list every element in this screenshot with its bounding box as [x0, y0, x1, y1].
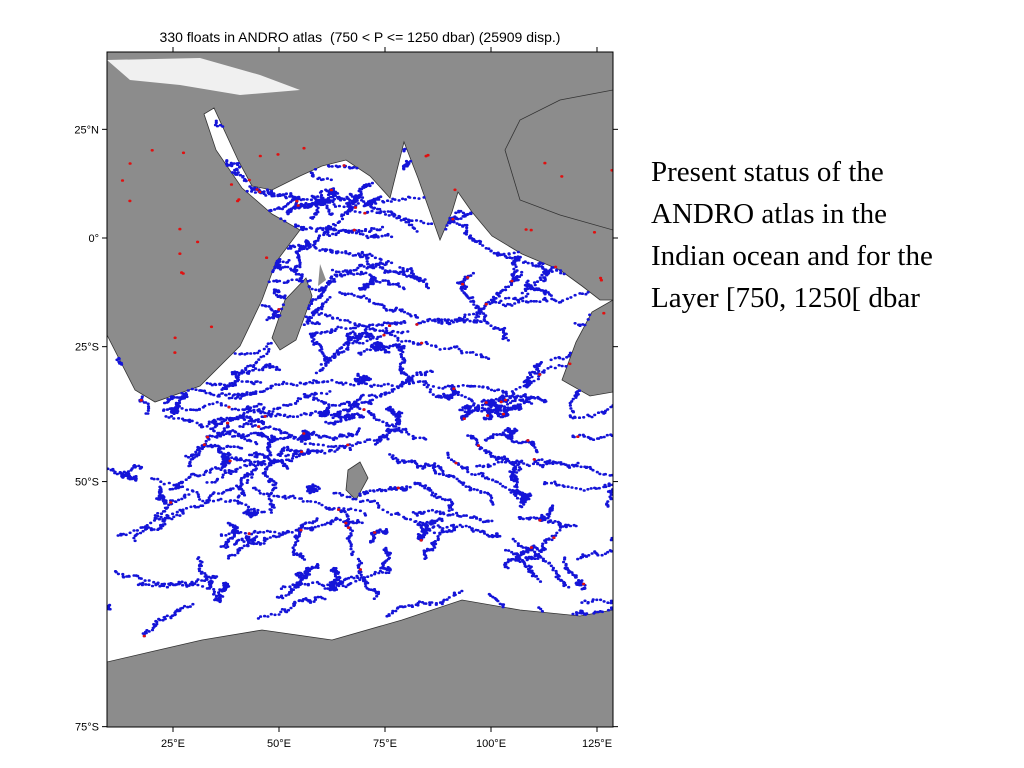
side-line: Present status of the	[651, 156, 884, 188]
land-east	[504, 52, 613, 231]
island	[318, 264, 326, 286]
lon-label: 100°E	[476, 738, 506, 750]
lon-label: 125°E	[582, 738, 612, 750]
lat-label: 25°S	[75, 342, 99, 354]
float-tracks	[107, 119, 613, 638]
side-line: Layer [750, 1250[ dbar	[651, 282, 920, 314]
ocean	[107, 107, 613, 663]
lat-label: 50°S	[75, 477, 99, 489]
float-flags	[120, 146, 613, 638]
lon-label: 50°E	[267, 738, 291, 750]
ticks: 25°N 0° 25°S 50°S 75°S 25°E 50°E 75°E 100°E 125°E	[74, 47, 618, 750]
map-frame	[106, 51, 614, 728]
lon-label: 25°E	[161, 738, 185, 750]
lat-label: 25°N	[74, 124, 99, 136]
lat-label: 0°	[88, 233, 99, 245]
side-line: ANDRO atlas in the	[651, 198, 887, 230]
inland-sea	[107, 58, 300, 95]
island	[345, 461, 369, 501]
lon-label: 75°E	[373, 738, 397, 750]
map-area	[107, 52, 613, 727]
map-title: 330 floats in ANDRO atlas (750 < P <= 12…	[160, 29, 561, 45]
side-text: Present status of the ANDRO atlas in the I…	[651, 156, 933, 314]
lat-label: 75°S	[75, 722, 99, 734]
side-line: Indian ocean and for the	[651, 240, 933, 272]
madagascar	[271, 277, 313, 351]
